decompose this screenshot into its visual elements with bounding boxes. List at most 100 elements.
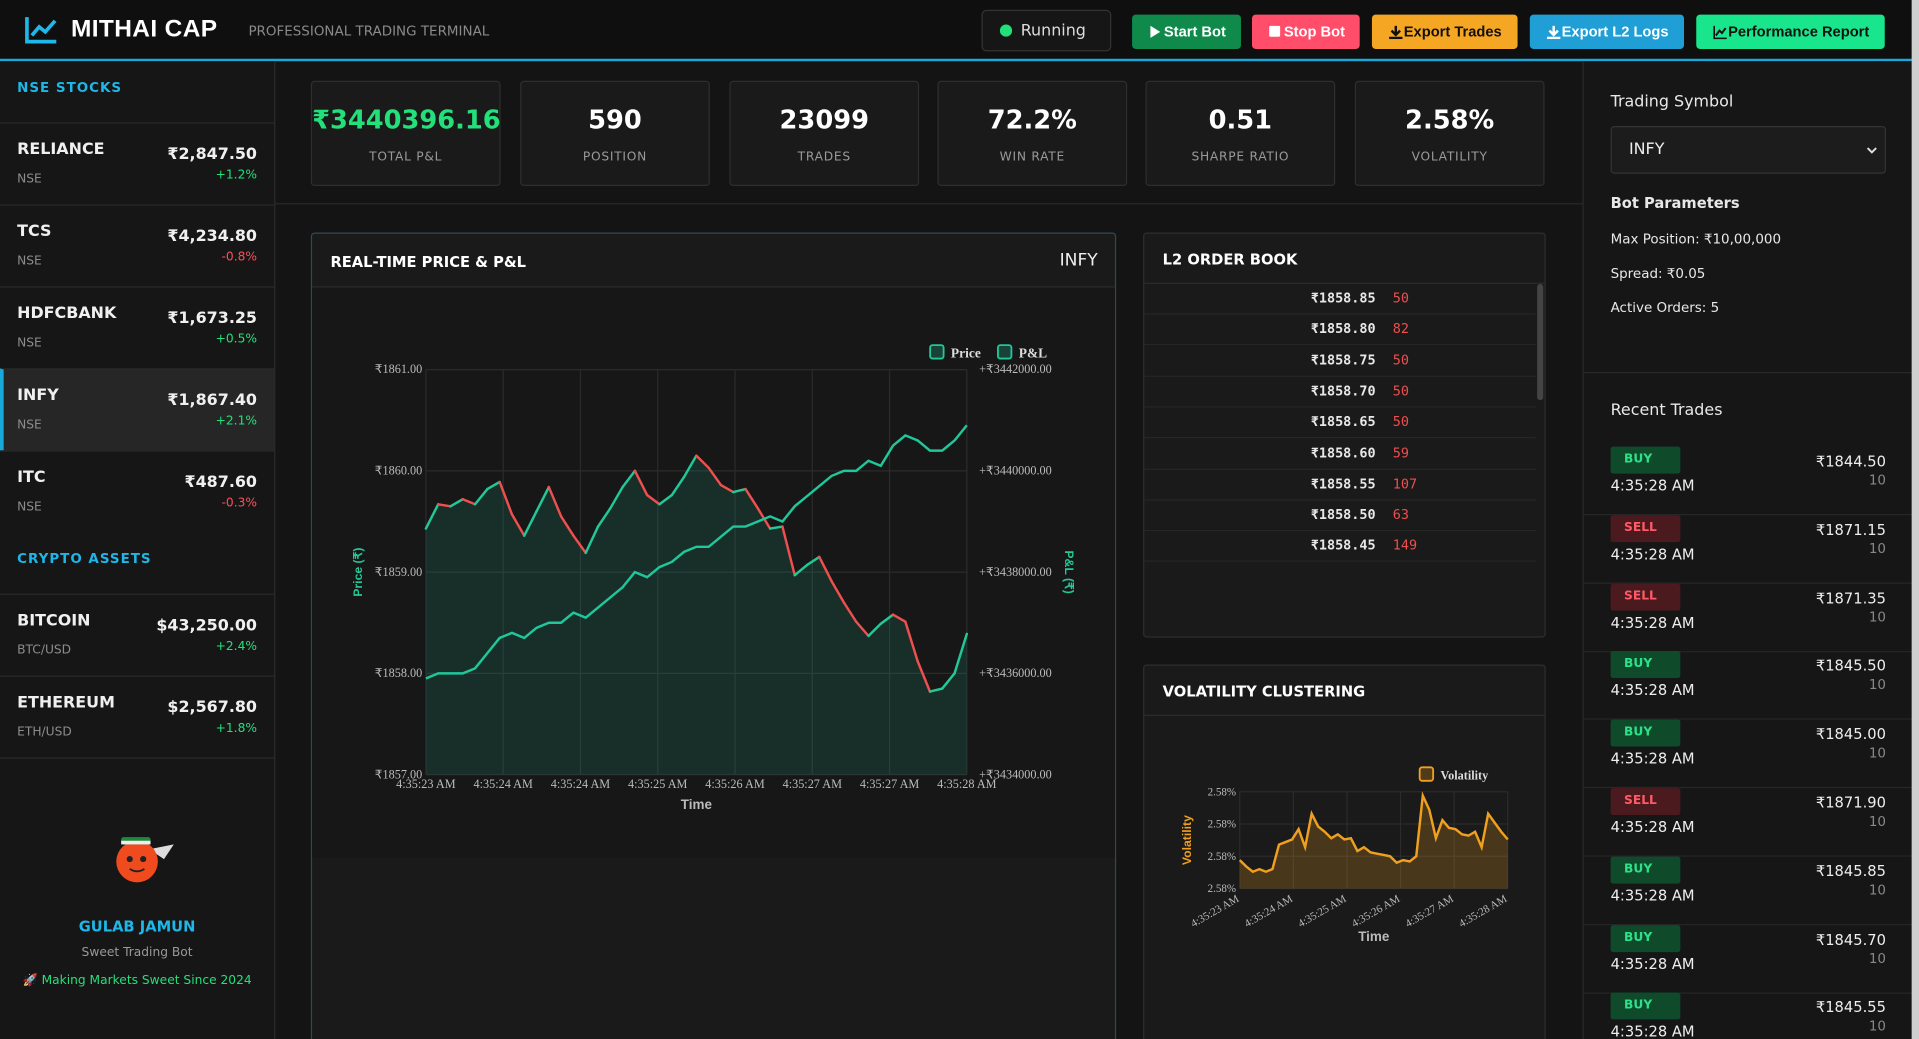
- trade-price: ₹1871.35: [1815, 589, 1886, 607]
- market-item[interactable]: RELIANCE NSE ₹2,847.50 +1.2%: [0, 122, 275, 204]
- trade-qty: 10: [1868, 745, 1886, 762]
- subtitle: PROFESSIONAL TRADING TERMINAL: [248, 23, 490, 40]
- sidebar: NSE STOCKS RELIANCE NSE ₹2,847.50 +1.2% TCS NS…: [0, 61, 276, 1039]
- price-chart-panel: REAL-TIME PRICE & P&L INFY: [310, 232, 1117, 1039]
- order-price: ₹1858.80: [1310, 320, 1376, 337]
- stop-button[interactable]: Stop Bot: [1251, 14, 1360, 49]
- button-text: Performance Report: [1728, 23, 1870, 41]
- trade-price: ₹1871.15: [1815, 521, 1886, 539]
- order-row: ₹1858.50 63: [1144, 499, 1536, 532]
- market-item[interactable]: INFY NSE ₹1,867.40 +2.1%: [0, 368, 275, 451]
- symbol: ITC: [17, 468, 46, 488]
- divider: [275, 203, 1583, 205]
- bot-name: GULAB JAMUN: [78, 917, 196, 935]
- order-row: ₹1858.55 107: [1144, 468, 1536, 501]
- exchange: NSE: [17, 500, 42, 514]
- page-scrollbar: [1911, 0, 1919, 1039]
- order-price: ₹1858.70: [1310, 382, 1376, 399]
- metric-label: POSITION: [582, 150, 648, 164]
- trade-side: BUY: [1610, 446, 1681, 474]
- order-size: 50: [1392, 382, 1409, 399]
- trade-qty: 10: [1868, 608, 1886, 625]
- metric-value: 23099: [779, 105, 869, 135]
- trade-row: SELL 4:35:28 AM ₹1871.35 10: [1583, 582, 1913, 652]
- exchange: NSE: [17, 254, 42, 269]
- trade-time: 4:35:28 AM: [1610, 750, 1695, 768]
- price: ₹487.60: [184, 473, 258, 492]
- change: +1.2%: [215, 168, 258, 183]
- order-price: ₹1858.50: [1310, 506, 1376, 523]
- plot-background: [312, 287, 1115, 858]
- market-item[interactable]: ITC NSE ₹487.60 -0.3%: [0, 450, 275, 532]
- order-row: ₹1858.75 50: [1144, 345, 1536, 377]
- param: Spread: ₹0.05: [1610, 265, 1706, 282]
- trade-row: BUY 4:35:28 AM ₹1845.85 10: [1583, 855, 1913, 925]
- trade-side: BUY: [1610, 856, 1681, 884]
- market-item[interactable]: BITCOIN BTC/USD $43,250.00 +2.4%: [0, 593, 275, 676]
- metric-label: VOLATILITY: [1411, 150, 1488, 164]
- market-item[interactable]: ETHEREUM ETH/USD $2,567.80 +1.8%: [0, 675, 275, 758]
- trade-price: ₹1844.50: [1815, 452, 1886, 470]
- order-row: ₹1858.60 59: [1144, 438, 1536, 470]
- change: +1.8%: [215, 722, 258, 736]
- metric-value: 590: [588, 105, 642, 135]
- metric-card: 2.58% VOLATILITY: [1354, 80, 1545, 187]
- trade-time: 4:35:28 AM: [1610, 613, 1695, 631]
- divider: [312, 286, 1115, 288]
- market-item[interactable]: HDFCBANK NSE ₹1,673.25 +0.5%: [0, 286, 275, 368]
- logo: MITHAI CAP: [70, 15, 218, 43]
- trade-price: ₹1845.70: [1815, 930, 1886, 948]
- metric-card: 72.2% WIN RATE: [937, 80, 1128, 187]
- performance-button[interactable]: Performance Report: [1696, 14, 1885, 49]
- order-row: ₹1858.80 82: [1144, 314, 1536, 346]
- export-trades-button[interactable]: Export Trades: [1371, 14, 1518, 49]
- order-row: ₹1858.65 50: [1144, 407, 1536, 439]
- order-size: 50: [1392, 290, 1409, 306]
- metric-label: TRADES: [797, 150, 851, 164]
- order-size: 50: [1392, 351, 1409, 368]
- divider: [0, 757, 275, 759]
- start-button[interactable]: Start Bot: [1132, 14, 1241, 49]
- symbol-select[interactable]: INFY: [1610, 126, 1886, 174]
- price: $2,567.80: [167, 698, 258, 718]
- trade-qty: 10: [1868, 813, 1886, 830]
- select-value: INFY: [1628, 140, 1665, 160]
- order-book-panel: L2 ORDER BOOK ₹1858.85 50 ₹1858.80 82 ₹1858.…: [1143, 232, 1546, 638]
- section-title: NSE STOCKS: [17, 79, 123, 96]
- order-size: 50: [1392, 413, 1409, 430]
- change: +0.5%: [215, 332, 258, 347]
- trade-row: BUY 4:35:28 AM ₹1845.50 10: [1583, 650, 1913, 721]
- trade-row: BUY 4:35:28 AM ₹1844.50 10: [1583, 445, 1913, 516]
- symbol: INFY: [17, 386, 59, 406]
- section-title: CRYPTO ASSETS: [17, 550, 152, 567]
- metric-card: ₹3440396.16 TOTAL P&L: [310, 80, 501, 187]
- button-text: Stop Bot: [1283, 23, 1346, 41]
- order-size: 59: [1392, 444, 1409, 461]
- metric-card: 590 POSITION: [520, 80, 710, 187]
- trade-qty: 10: [1868, 540, 1886, 557]
- trade-price: ₹1845.85: [1815, 862, 1886, 880]
- change: -0.3%: [221, 496, 258, 511]
- order-row: ₹1858.45 149: [1144, 530, 1536, 563]
- export-l2-button[interactable]: Export L2 Logs: [1529, 14, 1685, 49]
- panel-title: L2 ORDER BOOK: [1162, 250, 1298, 269]
- metric-value: ₹3440396.16: [312, 105, 501, 135]
- order-row: ₹1858.85 50: [1144, 283, 1536, 315]
- symbol: TCS: [17, 222, 52, 242]
- symbol: RELIANCE: [17, 140, 105, 160]
- section-title: Bot Parameters: [1610, 194, 1740, 212]
- trade-row: BUY 4:35:28 AM ₹1845.55 10: [1584, 992, 1913, 1039]
- market-item[interactable]: TCS NSE ₹4,234.80 -0.8%: [0, 204, 275, 286]
- trade-time: 4:35:28 AM: [1610, 682, 1695, 700]
- order-row: ₹1858.70 50: [1144, 376, 1536, 408]
- trade-side: BUY: [1610, 651, 1681, 679]
- trade-qty: 10: [1868, 472, 1886, 489]
- trade-qty: 10: [1868, 677, 1886, 694]
- trade-qty: 10: [1868, 882, 1886, 899]
- metric-card: 0.51 SHARPE RATIO: [1145, 80, 1336, 187]
- exchange: NSE: [17, 172, 42, 187]
- trade-side: SELL: [1610, 514, 1681, 542]
- order-price: ₹1858.85: [1310, 290, 1376, 306]
- exchange: ETH/USD: [17, 725, 72, 740]
